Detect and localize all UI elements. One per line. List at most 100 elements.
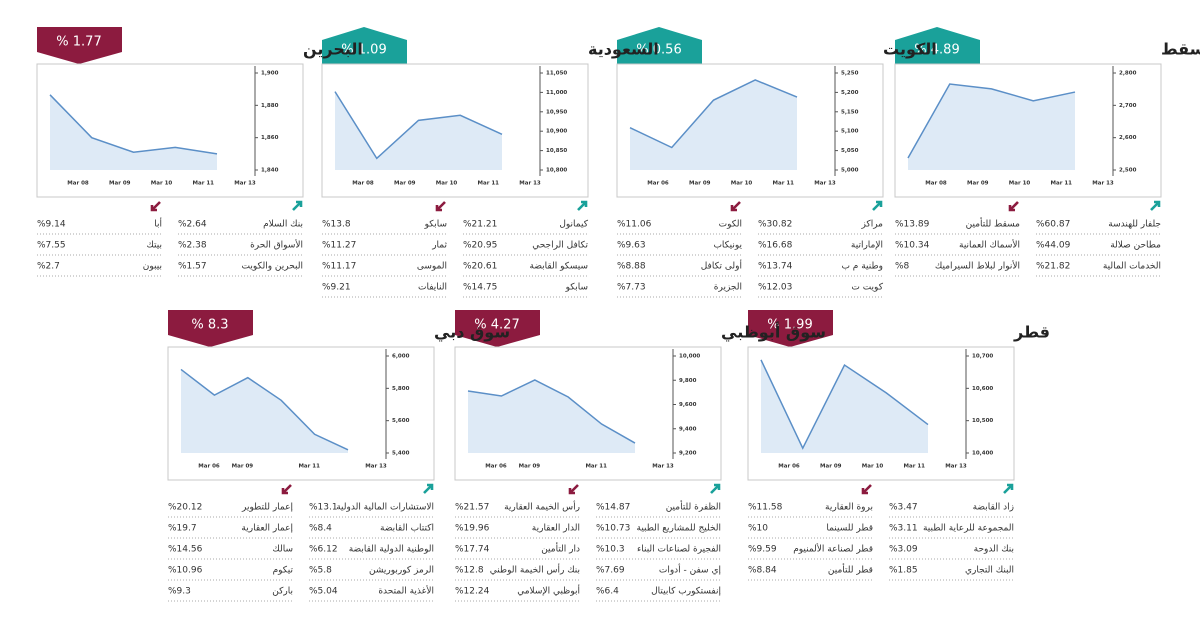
stock-name: الأسماك العمانية [959,239,1020,251]
gain-arrow [872,200,883,211]
market-title: قطر [1013,323,1050,342]
y-tick-label: 10,500 [972,418,993,424]
stock-name: الوطنية الدولية القابضة [349,545,434,555]
market-title: سوق دبي [434,323,510,343]
stock-name: بنك رأس الخيمة الوطني [490,564,580,576]
area [908,83,1075,170]
stock-name: سابكو [565,283,588,293]
stock-name: وطنية م ب [841,262,883,272]
market-title: الكويت [883,40,937,59]
gain-arrow [1003,483,1014,494]
stock-name: كويت ت [851,283,883,293]
stock-name: إعمار العقارية [241,524,293,534]
x-tick-label: Mar 11 [1051,181,1073,187]
stock-change: %9.59 [748,545,777,555]
stock-name: إنفستكورب كابيتال [651,587,721,597]
x-tick-label: Mar 13 [652,464,674,470]
stock-name: الدار العقارية [532,524,580,534]
market-title: سوق أبوظبي [721,322,826,343]
change-badge [168,310,253,347]
x-tick-label: Mar 13 [814,181,836,187]
stock-name: مراكز [860,220,883,230]
stock-name: دار التأمين [541,542,580,555]
stock-change: %21.21 [463,220,497,230]
area [50,94,217,170]
loss-arrow [1008,201,1019,212]
change-badge [895,27,980,64]
stock-name: سالك [272,545,293,555]
y-tick-label: 2,600 [1119,135,1137,141]
y-tick-label: 5,150 [841,109,859,115]
stock-change: %11.17 [322,262,356,272]
x-tick-label: Mar 10 [436,181,458,187]
x-tick-label: Mar 13 [519,181,541,187]
y-tick-label: 10,950 [546,109,567,115]
x-tick-label: Mar 09 [232,464,254,470]
stock-name: الظفرة للتأمين [666,500,721,513]
loss-arrow [435,201,446,212]
y-tick-label: 9,800 [679,378,697,384]
x-tick-label: Mar 08 [925,181,947,187]
line [334,91,503,160]
y-tick-label: 9,200 [679,451,697,457]
stock-name: اكتتاب القابضة [380,524,434,534]
change-value: % 4.89 [914,43,959,58]
y-tick-label: 5,400 [392,451,410,457]
y-tick-label: 10,850 [546,148,567,154]
stock-change: %20.61 [463,262,497,272]
stock-name: الجزيرة [714,283,742,293]
stock-change: %17.74 [455,545,490,555]
change-badge [37,27,122,64]
stock-name: أبوظبي الإسلامي [517,585,580,597]
stock-change: %9.3 [168,587,191,597]
stock-name: أولى تكافل [701,260,742,272]
x-tick-label: Mar 10 [731,181,753,187]
stock-change: %10.96 [168,566,203,576]
loss-arrow [568,484,579,495]
stock-change: %21.57 [455,503,489,513]
y-tick-label: 10,700 [972,354,993,360]
y-tick-label: 10,900 [546,129,567,135]
stock-change: %11.58 [748,503,783,513]
change-value: % 8.3 [191,318,228,333]
stock-change: %20.95 [463,241,497,251]
x-tick-label: Mar 11 [585,464,607,470]
stock-name: بروة العقارية [825,503,873,513]
x-tick-label: Mar 09 [820,464,842,470]
x-tick-label: Mar 13 [234,181,256,187]
stock-change: %2.38 [178,241,207,251]
area [181,369,348,453]
area [468,380,635,453]
y-tick-label: 2,500 [1119,168,1137,174]
y-tick-label: 5,800 [392,386,410,392]
stock-name: جلفار للهندسة [1108,220,1161,230]
gain-arrow [577,200,588,211]
stock-change: %12.8 [455,566,484,576]
x-tick-label: Mar 13 [1092,181,1114,187]
stock-change: %10.34 [895,241,930,251]
y-tick-label: 5,250 [841,71,859,77]
stock-change: %7.69 [596,566,625,576]
change-badge [455,310,540,347]
x-tick-label: Mar 11 [773,181,795,187]
gain-arrow [710,483,721,494]
stock-change: %21.82 [1036,262,1070,272]
x-tick-label: Mar 11 [478,181,500,187]
line [907,83,1076,159]
line [760,359,929,450]
market-title: مسقط [1161,40,1200,59]
stock-change: %3.47 [889,503,918,513]
stock-name: يونيكاب [713,241,742,251]
stock-change: %14.87 [596,503,630,513]
stock-change: %8.84 [748,566,777,576]
stock-change: %2.7 [37,262,60,272]
line [180,368,349,451]
stock-name: إعمار للتطوير [241,503,293,513]
stock-name: بنك الدوحة [974,545,1014,555]
y-tick-label: 1,860 [261,135,279,141]
gain-arrow [423,483,434,494]
stock-name: تكافل الراجحي [532,241,588,251]
stock-name: الرمز كوربوريشن [369,566,434,576]
stock-change: %9.14 [37,220,66,230]
x-tick-label: Mar 06 [485,464,507,470]
